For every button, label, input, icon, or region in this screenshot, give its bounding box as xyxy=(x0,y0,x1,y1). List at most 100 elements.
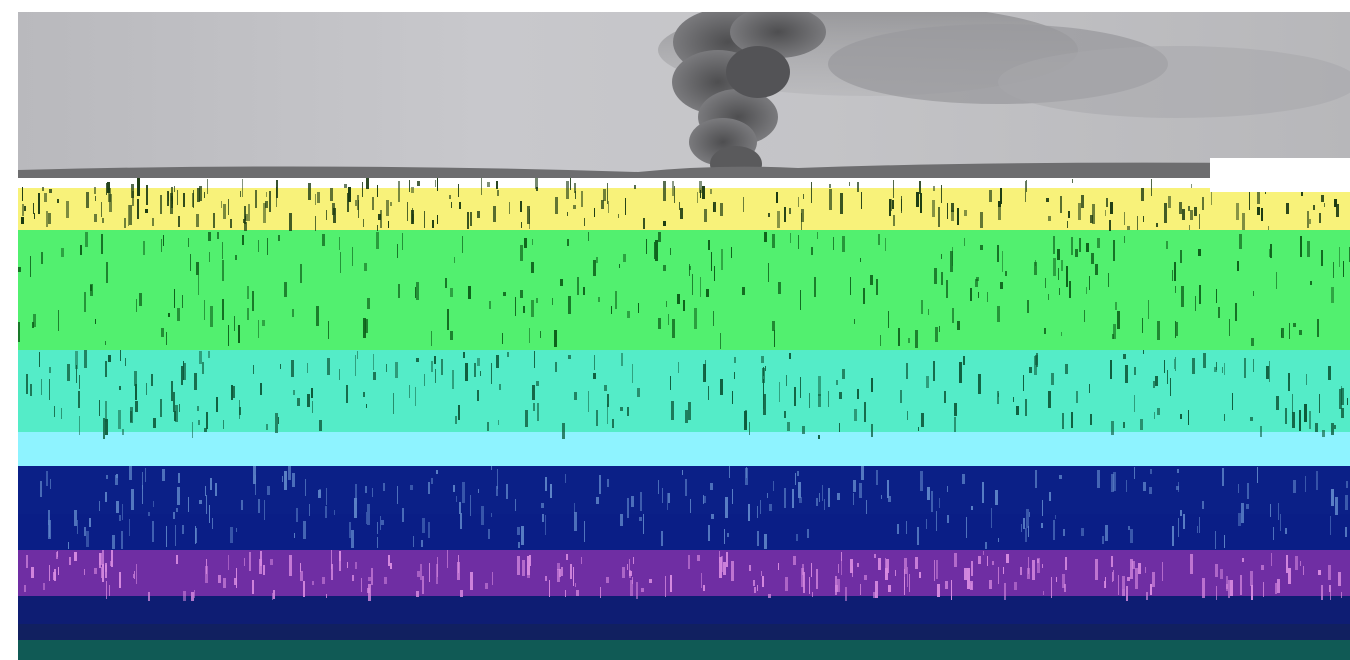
noise-speck xyxy=(555,197,558,214)
noise-speck xyxy=(102,218,104,223)
noise-speck xyxy=(1134,395,1135,412)
noise-speck xyxy=(1322,430,1325,437)
noise-speck xyxy=(248,204,250,221)
noise-speck xyxy=(1081,195,1084,208)
noise-speck xyxy=(491,363,492,384)
noise-speck xyxy=(208,232,211,241)
noise-speck xyxy=(801,209,804,222)
noise-speck xyxy=(1149,487,1152,494)
noise-speck xyxy=(661,531,663,546)
noise-speck xyxy=(1025,528,1027,542)
noise-speck xyxy=(377,537,378,548)
noise-speck xyxy=(849,182,850,186)
noise-speck xyxy=(177,308,180,321)
noise-speck xyxy=(941,272,943,285)
noise-speck xyxy=(1053,258,1056,276)
noise-speck xyxy=(900,390,902,403)
noise-speck xyxy=(1172,270,1173,281)
noise-speck xyxy=(468,286,471,299)
noise-speck xyxy=(909,574,910,592)
noise-speck xyxy=(658,318,661,329)
noise-speck xyxy=(276,180,278,198)
noise-speck xyxy=(742,287,745,295)
noise-speck xyxy=(811,182,812,203)
noise-speck xyxy=(67,364,70,381)
noise-speck xyxy=(339,551,341,571)
noise-speck xyxy=(685,410,688,423)
noise-speck xyxy=(1307,211,1309,228)
noise-speck xyxy=(1026,509,1029,528)
noise-speck xyxy=(1194,207,1197,216)
noise-speck xyxy=(84,527,86,536)
noise-speck xyxy=(822,485,823,501)
noise-speck xyxy=(796,534,798,541)
noise-speck xyxy=(1265,190,1266,194)
noise-speck xyxy=(196,214,199,227)
noise-speck xyxy=(763,399,764,409)
noise-speck xyxy=(588,232,589,241)
noise-speck xyxy=(40,481,42,497)
noise-speck xyxy=(885,238,886,251)
noise-speck xyxy=(1061,260,1063,271)
noise-speck xyxy=(668,493,670,503)
noise-speck xyxy=(355,562,357,569)
noise-speck xyxy=(199,500,202,504)
noise-speck xyxy=(459,202,461,209)
noise-speck xyxy=(236,528,237,532)
noise-speck xyxy=(107,182,110,193)
noise-speck xyxy=(607,479,609,487)
noise-speck xyxy=(532,239,533,245)
noise-speck xyxy=(840,193,843,214)
noise-speck xyxy=(1280,514,1281,531)
noise-speck xyxy=(209,505,210,523)
noise-speck xyxy=(191,592,194,601)
noise-speck xyxy=(44,193,47,202)
noise-speck xyxy=(795,473,796,485)
noise-speck xyxy=(312,401,313,413)
noise-speck xyxy=(536,298,538,303)
noise-speck xyxy=(435,369,436,383)
noise-speck xyxy=(331,550,332,569)
noise-speck xyxy=(998,538,999,542)
noise-speck xyxy=(366,404,367,408)
noise-speck xyxy=(901,199,902,211)
noise-speck xyxy=(789,353,791,359)
noise-speck xyxy=(94,187,96,194)
noise-speck xyxy=(349,522,351,538)
noise-speck xyxy=(110,561,112,566)
noise-speck xyxy=(208,351,210,358)
noise-speck xyxy=(1293,480,1296,493)
noise-speck xyxy=(493,206,496,222)
noise-speck xyxy=(199,351,202,364)
noise-speck xyxy=(1257,207,1260,215)
noise-speck xyxy=(749,422,750,435)
noise-speck xyxy=(118,410,121,429)
noise-speck xyxy=(326,210,327,220)
noise-speck xyxy=(1198,249,1201,256)
noise-speck xyxy=(1118,575,1119,595)
noise-speck xyxy=(861,466,864,480)
noise-speck xyxy=(101,234,103,254)
noise-speck xyxy=(437,215,438,224)
noise-speck xyxy=(303,581,305,597)
noise-speck xyxy=(535,178,538,189)
noise-speck xyxy=(355,200,357,206)
noise-speck xyxy=(498,420,499,425)
noise-speck xyxy=(1269,361,1270,382)
noise-speck xyxy=(971,506,973,510)
noise-speck xyxy=(18,322,20,342)
noise-speck xyxy=(1151,179,1152,196)
noise-speck xyxy=(322,234,325,246)
noise-speck xyxy=(1130,559,1133,579)
noise-speck xyxy=(545,515,546,535)
noise-speck xyxy=(496,181,498,189)
noise-speck xyxy=(520,245,523,261)
noise-speck xyxy=(536,381,539,386)
noise-speck xyxy=(198,275,199,295)
noise-speck xyxy=(297,398,300,406)
noise-speck xyxy=(26,374,28,394)
noise-speck xyxy=(263,565,265,575)
noise-speck xyxy=(1097,238,1100,248)
noise-speck xyxy=(94,214,97,222)
noise-speck xyxy=(598,297,600,302)
